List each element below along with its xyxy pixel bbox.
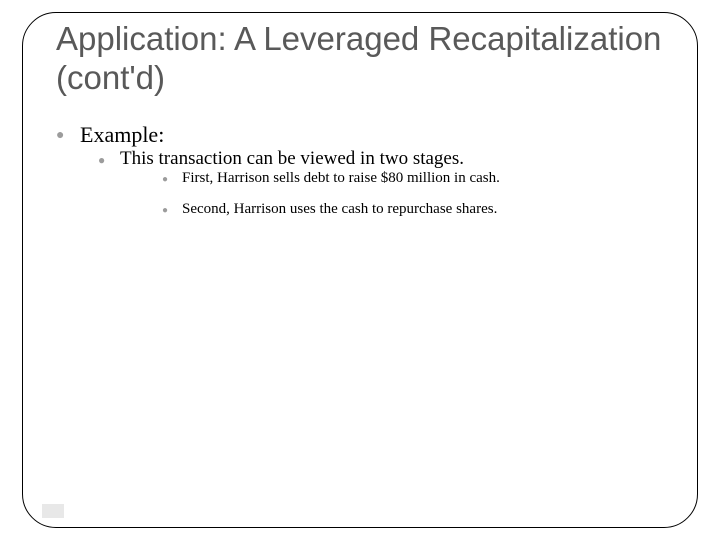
slide-content: Application: A Leveraged Recapitalizatio…	[56, 20, 664, 240]
page-number-placeholder	[42, 504, 64, 518]
bullet-text: This transaction can be viewed in two st…	[120, 148, 464, 169]
bullet-icon: ●	[98, 154, 105, 166]
bullet-lvl1: ● Example: ● This transaction can be vie…	[56, 122, 664, 218]
bullet-lvl3: ● First, Harrison sells debt to raise $8…	[162, 170, 664, 187]
slide-title: Application: A Leveraged Recapitalizatio…	[56, 20, 664, 98]
bullet-icon: ●	[162, 206, 168, 216]
bullet-text: Example:	[80, 122, 164, 147]
bullet-lvl2: ● This transaction can be viewed in two …	[98, 148, 664, 218]
bullet-lvl3: ● Second, Harrison uses the cash to repu…	[162, 201, 664, 218]
bullet-text: Second, Harrison uses the cash to repurc…	[182, 201, 497, 217]
slide: Application: A Leveraged Recapitalizatio…	[0, 0, 720, 540]
bullet-text: First, Harrison sells debt to raise $80 …	[182, 170, 500, 186]
bullet-list: ● Example: ● This transaction can be vie…	[56, 122, 664, 218]
bullet-icon: ●	[56, 129, 64, 143]
bullet-icon: ●	[162, 175, 168, 185]
